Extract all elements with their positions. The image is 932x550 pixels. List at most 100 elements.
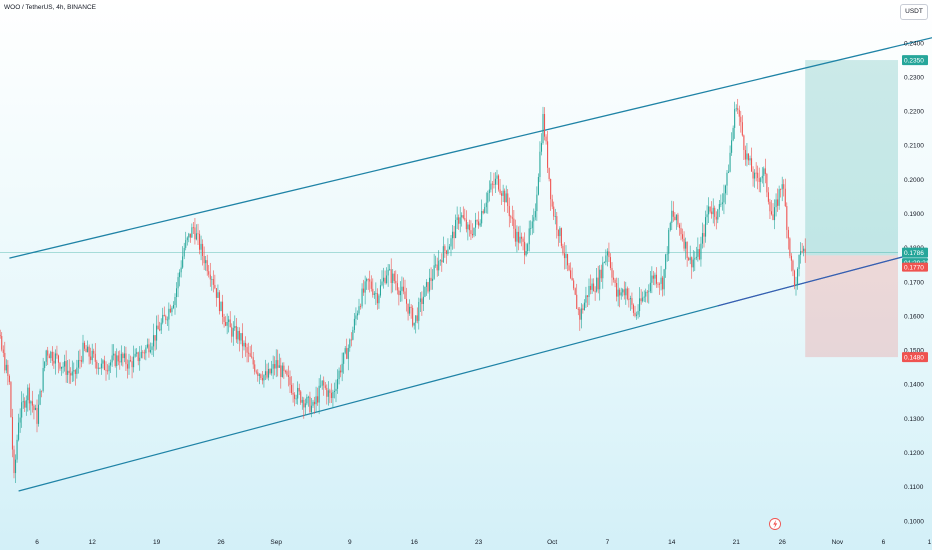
candle-body [668, 229, 670, 254]
candle [159, 321, 161, 332]
candle-body [42, 367, 44, 391]
candle-body [284, 370, 286, 372]
candle-body [51, 351, 53, 361]
candle [306, 394, 308, 406]
candle [789, 237, 791, 259]
price-tick-label: 0.1300 [904, 416, 924, 423]
candle-body [329, 390, 331, 393]
candle [189, 233, 191, 243]
candle [37, 394, 40, 427]
candle [790, 253, 792, 272]
candle-body [0, 335, 1, 336]
candle [290, 376, 293, 395]
candle-body [455, 219, 457, 238]
candle-body [706, 214, 708, 218]
candle [468, 219, 470, 237]
candle-body [218, 292, 221, 312]
candle [516, 225, 518, 253]
candle-body [441, 260, 443, 263]
candle-body [241, 333, 244, 347]
candle-body [185, 240, 187, 248]
candle [494, 172, 497, 193]
candle-body [120, 353, 122, 363]
candle [566, 253, 569, 272]
candle-body [163, 314, 165, 317]
candle-body [209, 274, 211, 280]
candle [122, 352, 124, 367]
candle [111, 344, 113, 367]
candle [237, 326, 239, 344]
candle [662, 275, 664, 297]
price-tick-label: 0.2000 [904, 177, 924, 184]
candle-body [30, 401, 32, 404]
candle-body [760, 178, 762, 182]
candle [410, 304, 412, 319]
candle-body [34, 407, 37, 410]
candle-body [260, 374, 262, 379]
candle-body [425, 282, 428, 287]
candle-body [697, 249, 699, 257]
candle [257, 369, 259, 382]
candle-body [658, 283, 661, 285]
candle [755, 162, 757, 182]
currency-button[interactable]: USDT [900, 4, 928, 20]
candle-body [738, 109, 740, 117]
candle-body [589, 285, 592, 290]
candle [603, 261, 605, 264]
candle-body [493, 184, 495, 185]
candle-body [789, 238, 791, 256]
candle-body [53, 360, 55, 364]
candle [583, 299, 585, 311]
candle-body [537, 177, 539, 195]
candle [444, 244, 446, 258]
candle [264, 359, 267, 380]
candle-body [294, 394, 296, 399]
candle-body [73, 370, 75, 372]
candle [304, 398, 306, 416]
candle [62, 362, 64, 374]
candle-body [603, 262, 605, 263]
candle-body [258, 374, 260, 376]
candle-body [448, 246, 451, 250]
candle [347, 344, 349, 371]
candle [764, 158, 766, 184]
candle-body [462, 215, 464, 219]
candle [758, 167, 760, 193]
price-axis[interactable]: 0.24000.23000.22000.21000.20000.19000.18… [904, 40, 924, 525]
candle-body [41, 390, 43, 392]
candle [422, 285, 424, 311]
candle [639, 287, 641, 318]
candle [65, 350, 67, 383]
candle-body [338, 370, 340, 380]
candle [321, 380, 323, 390]
candle [720, 194, 722, 208]
candle [215, 287, 217, 307]
candle-body [606, 251, 608, 256]
candle [717, 208, 719, 224]
candle [462, 206, 464, 220]
candle-body [533, 217, 535, 222]
candle [580, 303, 582, 329]
candle-body [750, 158, 753, 172]
candle-body [298, 387, 300, 392]
candle [243, 340, 245, 351]
candle-body [459, 217, 461, 224]
candle-body [370, 281, 372, 289]
candle [156, 315, 158, 350]
candle [678, 222, 681, 236]
candle [241, 323, 244, 359]
candle-body [27, 387, 29, 401]
candle [620, 287, 622, 300]
candle-body [585, 295, 587, 303]
candle [660, 265, 662, 291]
candle-body [617, 289, 619, 297]
lightning-icon[interactable] [769, 518, 781, 530]
candle [784, 178, 786, 208]
price-tag-stop-line: 0.1770 [902, 262, 928, 272]
time-axis[interactable]: 6 12 19 26 Sep 9 16 23 Oct 7 14 21 26 Nov 6 1 [35, 539, 931, 546]
candle-body [336, 379, 339, 389]
time-tick-label: 6 [882, 539, 886, 546]
candle [271, 360, 273, 376]
candle-body [60, 366, 63, 369]
